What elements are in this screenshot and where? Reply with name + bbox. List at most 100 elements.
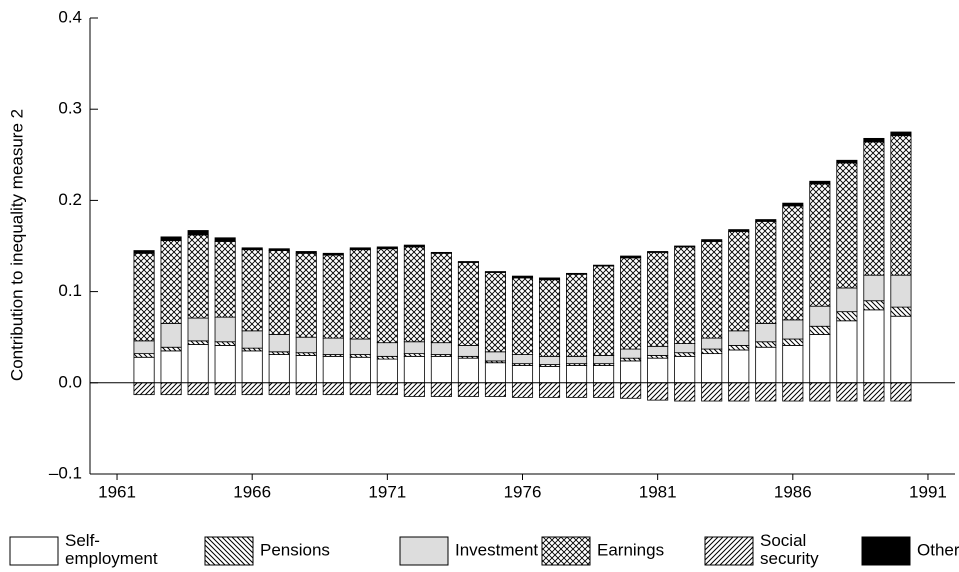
bar-segment bbox=[755, 382, 777, 402]
bar-segment bbox=[349, 382, 371, 396]
bar-segment bbox=[728, 330, 750, 346]
bar-segment bbox=[484, 362, 507, 384]
bar-segment bbox=[674, 382, 696, 402]
bar-segment bbox=[160, 382, 182, 396]
bar-segment bbox=[863, 274, 885, 302]
bar-segment bbox=[376, 342, 398, 357]
bar-segment bbox=[863, 300, 885, 311]
bar-segment bbox=[538, 277, 561, 281]
bar-segment bbox=[593, 355, 615, 365]
bar-segment bbox=[241, 347, 263, 352]
bar-segment bbox=[160, 323, 182, 348]
bar-segment bbox=[295, 252, 317, 338]
bar-segment bbox=[863, 309, 885, 384]
bar-segment bbox=[538, 279, 561, 357]
y-tick-label: 0.0 bbox=[58, 372, 82, 391]
bar-segment bbox=[376, 355, 398, 360]
bar-segment bbox=[295, 251, 317, 254]
y-tick-label: 0.4 bbox=[58, 7, 82, 26]
bar-segment bbox=[863, 382, 885, 402]
bar-segment bbox=[836, 159, 858, 164]
bar-segment bbox=[133, 356, 155, 384]
bar-segment bbox=[566, 273, 588, 357]
bar-segment bbox=[187, 317, 209, 342]
bar-segment bbox=[403, 355, 425, 384]
bar-segment bbox=[457, 382, 479, 397]
bar-segment bbox=[133, 382, 155, 396]
bar-segment bbox=[214, 382, 236, 396]
bar-segment bbox=[701, 241, 723, 339]
bar-segment bbox=[809, 334, 831, 384]
bar-segment bbox=[890, 306, 912, 317]
bar-segment bbox=[187, 344, 209, 384]
bar-segment bbox=[863, 141, 885, 276]
bar-segment bbox=[728, 229, 750, 232]
bar-segment bbox=[620, 255, 642, 259]
bar-segment bbox=[701, 382, 723, 402]
bar-segment bbox=[809, 382, 831, 402]
bar-segment bbox=[566, 365, 588, 384]
bar-segment bbox=[295, 336, 317, 354]
bar-segment bbox=[403, 244, 425, 248]
bar-segment bbox=[647, 251, 669, 347]
bar-segment bbox=[214, 316, 236, 343]
bar-segment bbox=[511, 365, 534, 384]
x-tick-label: 1986 bbox=[774, 482, 812, 501]
bar-segment bbox=[403, 246, 425, 343]
bar-segment bbox=[647, 355, 669, 359]
legend-label: Investment bbox=[455, 540, 538, 559]
legend-swatch bbox=[541, 536, 591, 566]
bar-segment bbox=[133, 340, 155, 355]
bar-segment bbox=[403, 382, 425, 397]
bar-segment bbox=[701, 239, 723, 242]
bar-segment bbox=[160, 240, 182, 324]
bar-segment bbox=[484, 351, 507, 362]
bar-segment bbox=[268, 382, 290, 396]
bar-segment bbox=[484, 382, 507, 397]
bar-segment bbox=[836, 382, 858, 402]
legend-swatch bbox=[704, 536, 754, 566]
bar-segment bbox=[457, 357, 479, 384]
bar-segment bbox=[241, 247, 263, 251]
bar-segment bbox=[268, 354, 290, 384]
bar-segment bbox=[566, 382, 588, 398]
bar-segment bbox=[484, 272, 507, 353]
bar-segment bbox=[620, 382, 642, 399]
bar-segment bbox=[809, 183, 831, 307]
bar-segment bbox=[593, 365, 615, 384]
legend-swatch bbox=[399, 536, 449, 566]
bar-segment bbox=[322, 337, 344, 355]
bar-segment bbox=[890, 315, 912, 384]
bar-segment bbox=[890, 382, 912, 402]
bar-segment bbox=[214, 241, 236, 318]
bar-segment bbox=[647, 357, 669, 384]
bar-segment bbox=[836, 311, 858, 322]
bar-segment bbox=[241, 249, 263, 332]
legend-swatch bbox=[861, 536, 911, 566]
bar-segment bbox=[214, 341, 236, 346]
legend-swatch bbox=[9, 536, 59, 566]
bar-segment bbox=[430, 382, 452, 397]
bar-segment bbox=[890, 135, 912, 276]
bar-segment bbox=[187, 230, 209, 236]
legend-label: Earnings bbox=[597, 540, 664, 559]
bar-segment bbox=[133, 252, 155, 342]
bar-segment bbox=[241, 382, 263, 396]
bar-segment bbox=[511, 354, 534, 365]
bar-segment bbox=[647, 251, 669, 253]
bar-segment bbox=[809, 305, 831, 327]
bar-segment bbox=[457, 262, 479, 346]
x-tick-label: 1991 bbox=[909, 482, 947, 501]
bar-segment bbox=[620, 357, 642, 362]
y-tick-label: 0.2 bbox=[58, 190, 82, 209]
bar-segment bbox=[133, 353, 155, 358]
bar-segment bbox=[782, 382, 804, 402]
bar-segment bbox=[214, 345, 236, 384]
legend-swatch bbox=[204, 536, 254, 566]
bar-segment bbox=[701, 353, 723, 384]
bar-segment bbox=[674, 343, 696, 354]
y-axis-label: Contribution to inequality measure 2 bbox=[7, 109, 26, 381]
bar-segment bbox=[430, 251, 452, 254]
bar-segment bbox=[701, 337, 723, 350]
